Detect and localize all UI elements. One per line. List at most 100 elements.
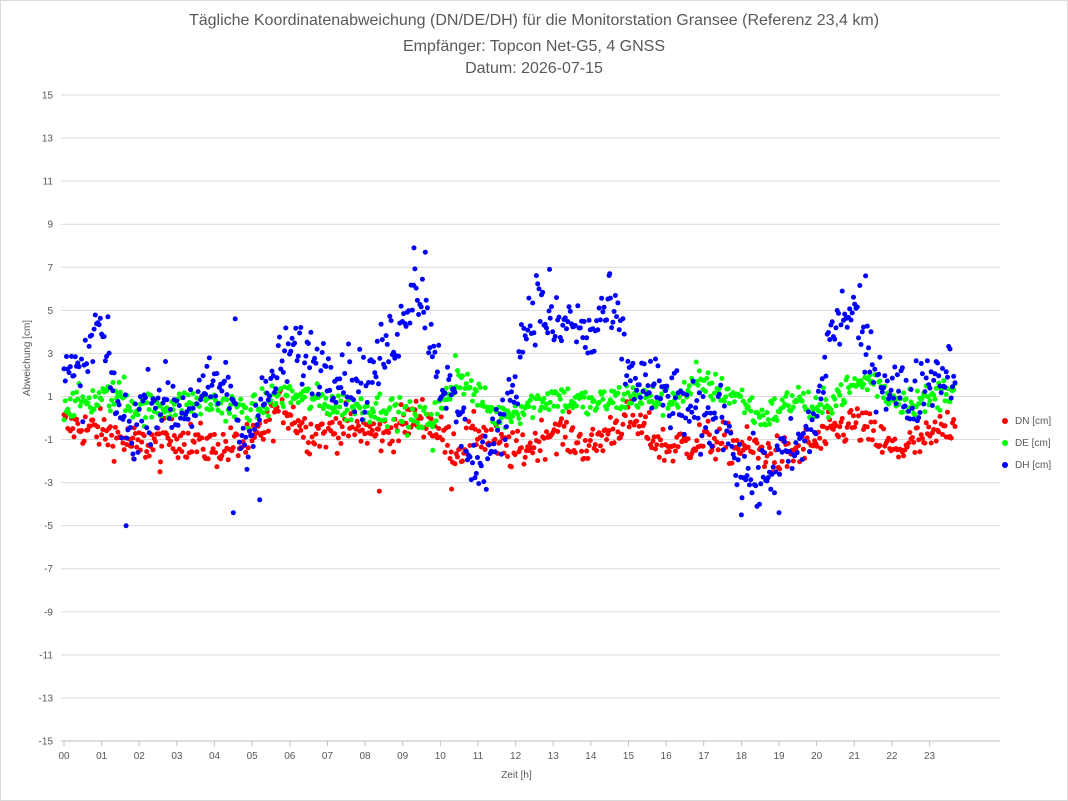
data-point bbox=[317, 443, 323, 449]
data-point bbox=[700, 443, 706, 449]
data-point bbox=[547, 399, 553, 405]
data-point bbox=[846, 421, 851, 427]
data-point bbox=[919, 435, 925, 441]
data-point bbox=[364, 440, 370, 446]
data-point bbox=[937, 413, 943, 419]
x-tick-label: 01 bbox=[96, 751, 108, 762]
data-point bbox=[65, 406, 71, 412]
data-point bbox=[189, 401, 195, 407]
data-point bbox=[932, 371, 938, 377]
data-point bbox=[549, 304, 554, 310]
legend-item-dn[interactable]: DN [cm] bbox=[1002, 410, 1051, 432]
data-point bbox=[886, 435, 892, 441]
data-point-outlier bbox=[693, 359, 699, 365]
data-point bbox=[75, 421, 81, 427]
data-point bbox=[451, 431, 457, 437]
data-point bbox=[396, 353, 402, 359]
data-point bbox=[847, 306, 853, 312]
data-point bbox=[713, 371, 719, 377]
data-point bbox=[520, 349, 526, 355]
data-point bbox=[100, 427, 106, 432]
data-point bbox=[397, 395, 403, 400]
data-point bbox=[61, 417, 67, 423]
data-point bbox=[432, 349, 438, 355]
data-point bbox=[708, 410, 714, 416]
data-point bbox=[595, 327, 601, 333]
data-point bbox=[96, 441, 102, 447]
data-point bbox=[224, 397, 230, 403]
data-point bbox=[208, 432, 214, 438]
data-point bbox=[531, 330, 537, 336]
data-point bbox=[914, 388, 920, 394]
data-point bbox=[651, 434, 657, 440]
x-tick-label: 03 bbox=[171, 751, 183, 762]
data-point bbox=[848, 408, 854, 413]
data-point bbox=[798, 434, 804, 440]
data-point bbox=[585, 350, 591, 356]
data-point-outlier bbox=[230, 510, 236, 516]
data-point bbox=[655, 363, 661, 369]
data-point bbox=[688, 455, 694, 460]
data-point bbox=[213, 393, 219, 399]
legend-item-de[interactable]: DE [cm] bbox=[1002, 432, 1051, 454]
data-point bbox=[641, 361, 647, 367]
data-point bbox=[482, 385, 488, 391]
data-point bbox=[364, 399, 370, 405]
data-point bbox=[725, 386, 731, 392]
data-point bbox=[729, 460, 735, 466]
data-point bbox=[85, 369, 91, 375]
data-point bbox=[626, 424, 632, 430]
data-point bbox=[215, 407, 221, 413]
data-point bbox=[190, 405, 196, 411]
data-point bbox=[393, 423, 399, 429]
data-point bbox=[338, 441, 344, 446]
data-point bbox=[901, 453, 907, 459]
data-point bbox=[594, 318, 600, 324]
data-point bbox=[122, 408, 128, 414]
data-point bbox=[181, 416, 187, 422]
x-axis-title: Zeit [h] bbox=[501, 770, 532, 781]
data-point bbox=[795, 384, 801, 390]
data-point bbox=[62, 378, 68, 384]
data-point bbox=[99, 432, 105, 438]
data-point bbox=[174, 398, 180, 404]
legend-item-dh[interactable]: DH [cm] bbox=[1002, 454, 1051, 476]
data-point bbox=[120, 440, 126, 446]
data-point bbox=[935, 360, 940, 366]
data-point bbox=[620, 421, 626, 427]
data-point bbox=[349, 377, 355, 383]
data-point bbox=[230, 445, 236, 451]
data-point bbox=[501, 412, 507, 417]
data-point bbox=[259, 386, 265, 392]
data-point bbox=[820, 385, 826, 391]
data-point bbox=[224, 392, 230, 398]
data-point bbox=[899, 365, 905, 371]
data-point bbox=[328, 405, 334, 411]
data-point bbox=[924, 394, 930, 399]
data-point bbox=[317, 403, 323, 409]
data-point bbox=[748, 477, 754, 483]
data-point bbox=[768, 451, 774, 457]
data-point bbox=[359, 417, 365, 423]
data-point bbox=[346, 433, 351, 439]
data-point bbox=[881, 385, 887, 391]
data-point bbox=[289, 335, 295, 341]
data-point bbox=[409, 307, 415, 313]
data-point bbox=[506, 376, 512, 382]
data-point bbox=[820, 390, 826, 395]
data-point bbox=[591, 348, 597, 354]
data-point bbox=[894, 372, 900, 378]
data-point bbox=[691, 414, 697, 420]
data-point bbox=[739, 387, 745, 393]
data-point-outlier bbox=[430, 447, 436, 453]
data-point bbox=[223, 359, 229, 365]
data-point bbox=[765, 475, 771, 480]
y-tick-label: -1 bbox=[44, 435, 53, 446]
data-point bbox=[661, 457, 667, 463]
data-point bbox=[414, 420, 420, 426]
data-point bbox=[352, 432, 358, 438]
data-point bbox=[226, 406, 232, 411]
data-point bbox=[467, 454, 473, 460]
data-point bbox=[411, 418, 417, 424]
data-point bbox=[111, 458, 117, 464]
